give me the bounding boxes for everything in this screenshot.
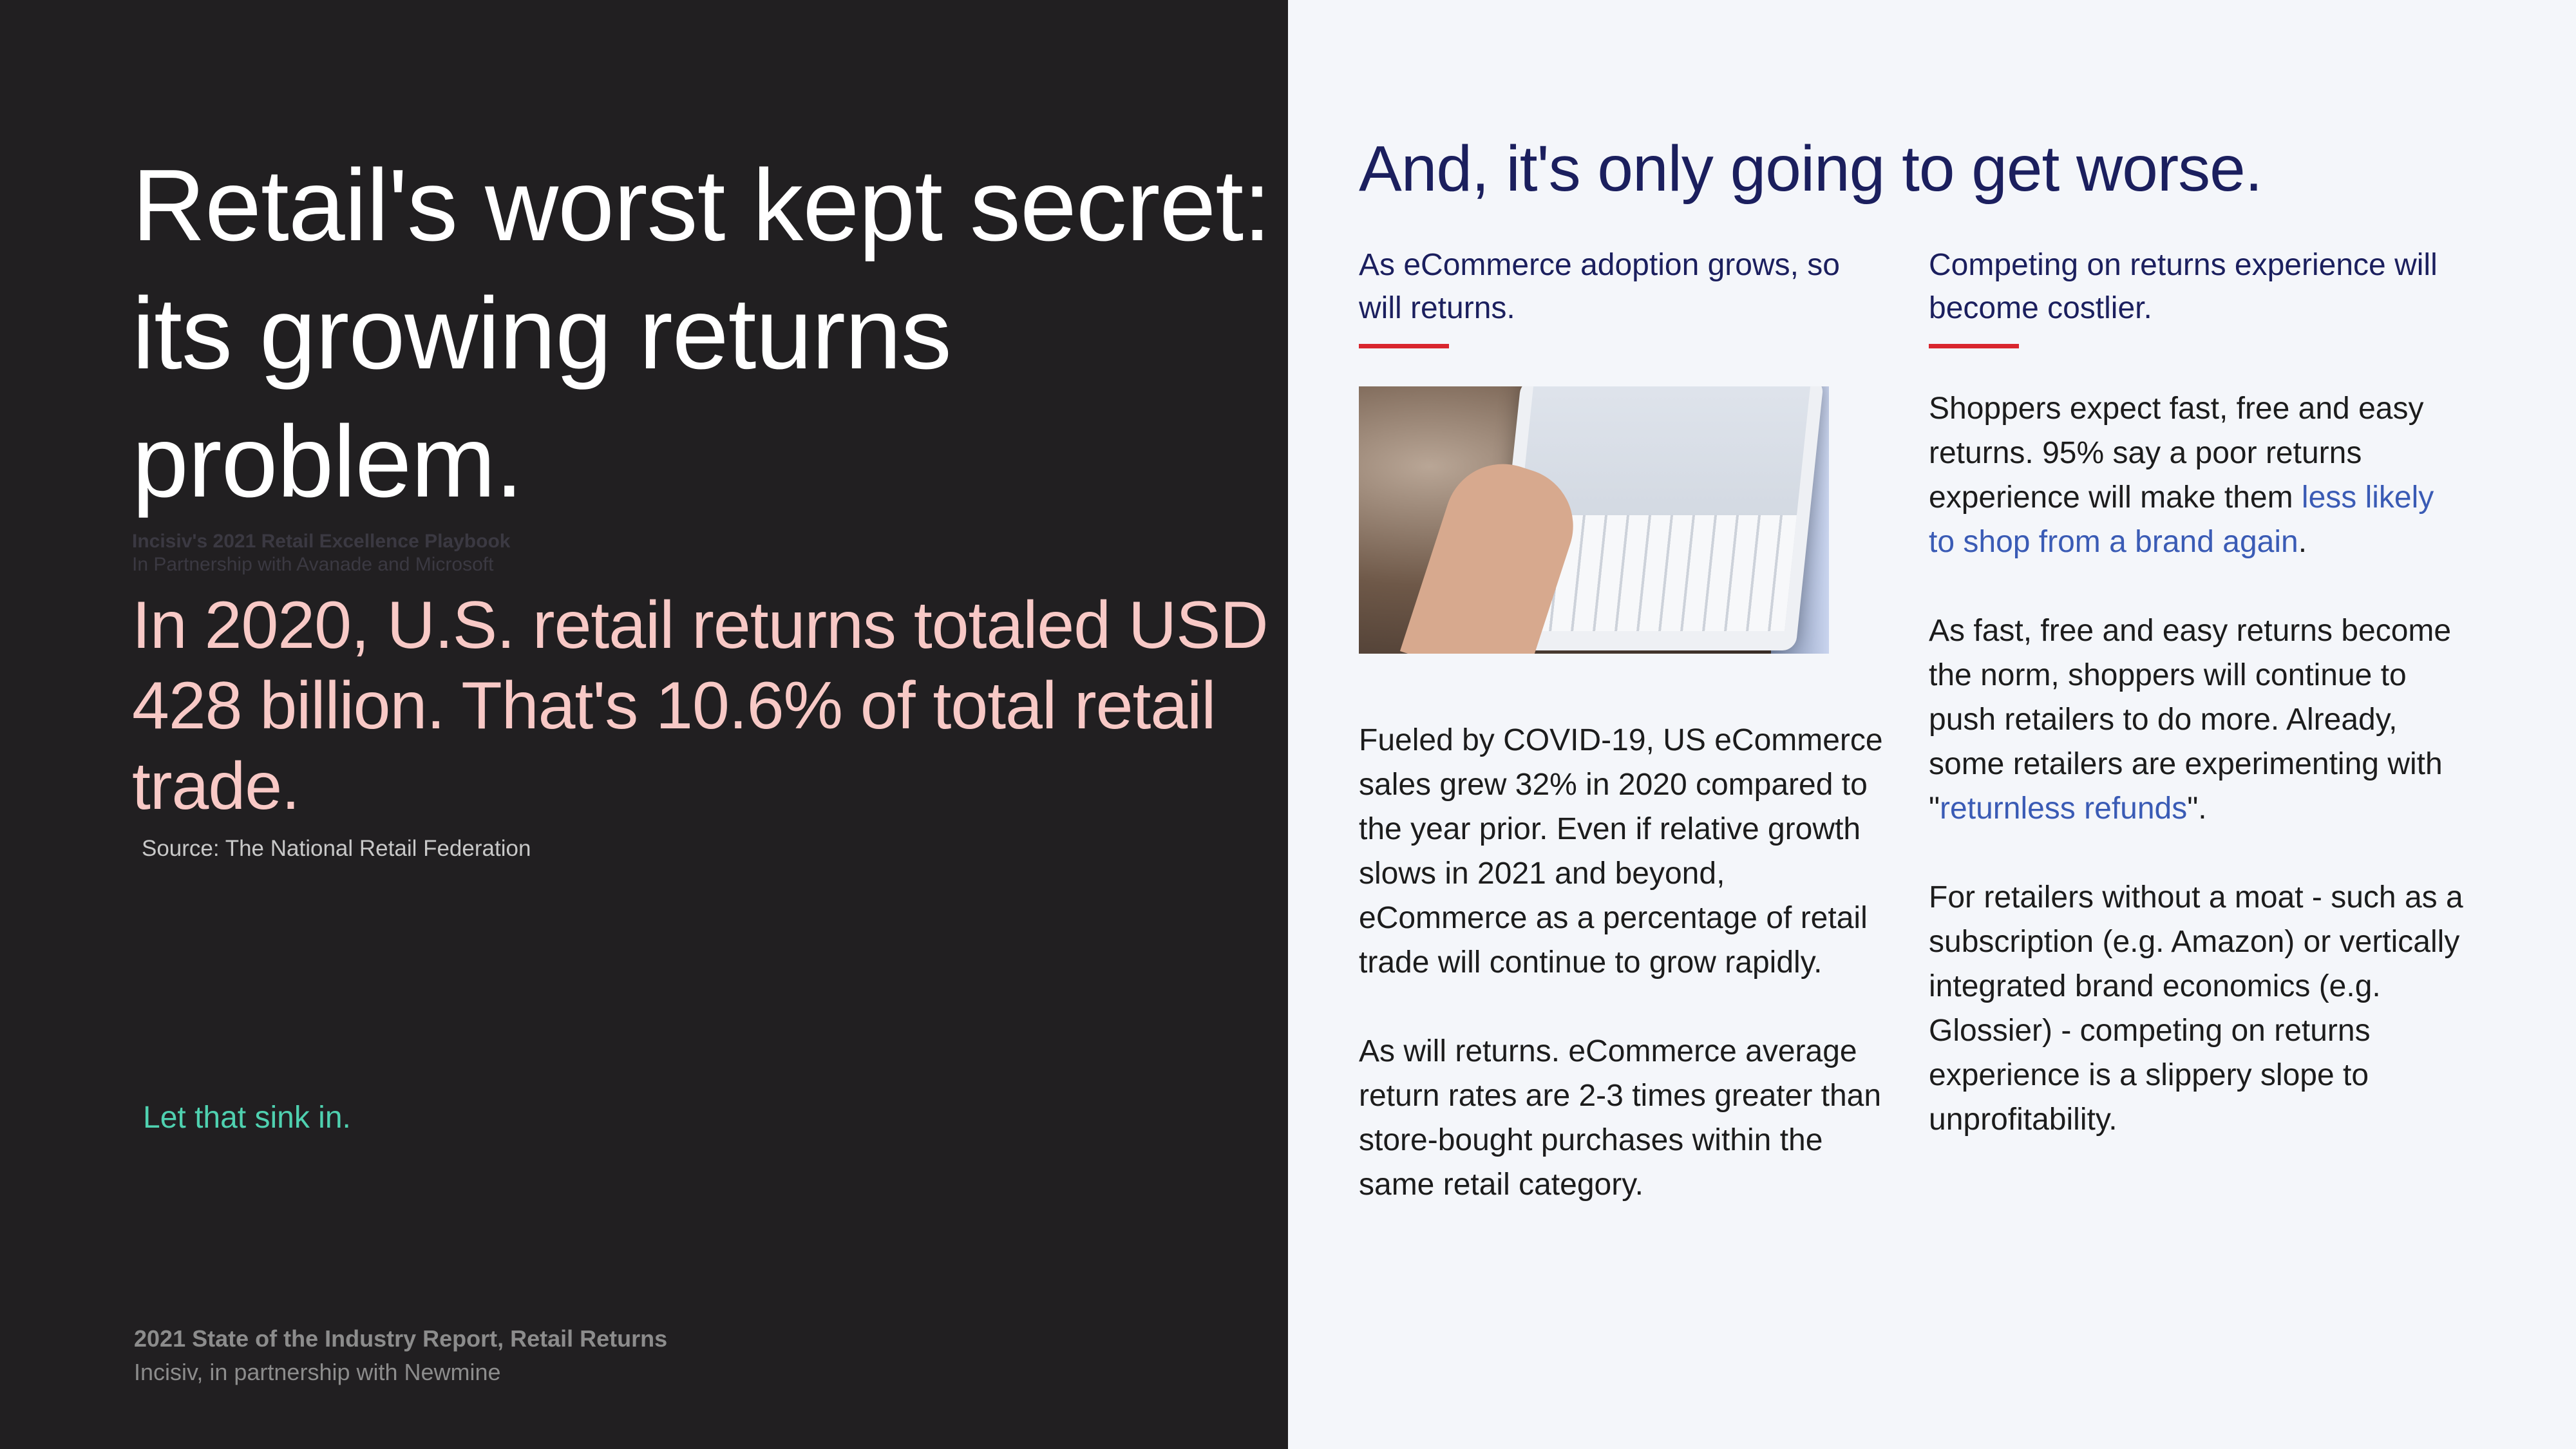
paragraph: As will returns. eCommerce average retur… [1359,1034,1882,1202]
red-divider [1359,344,1449,348]
red-divider [1929,344,2019,348]
left-content: Retail's worst kept secret: its growing … [132,142,1278,863]
column-1: As eCommerce adoption grows, so will ret… [1359,243,1868,348]
column-1-subhead: As eCommerce adoption grows, so will ret… [1359,248,1840,325]
footer-subtitle: Incisiv, in partnership with Newmine [134,1359,501,1385]
callout: Let that sink in. [143,1101,351,1135]
ghost-subtitle: In Partnership with Avanade and Microsof… [132,554,494,575]
returnless-refunds-link[interactable]: returnless refunds [1940,791,2188,826]
key-stat: In 2020, U.S. retail returns totaled USD… [132,588,1269,824]
right-panel: And, it's only going to get worse. As eC… [1288,0,2576,1449]
ghost-text: Incisiv's 2021 Retail Excellence Playboo… [132,530,510,576]
paragraph: For retailers without a moat - such as a… [1929,880,2463,1137]
tablet-photo [1359,386,1829,654]
paragraph: Shoppers expect fast, free and easy retu… [1929,392,2434,559]
ghost-title: Incisiv's 2021 Retail Excellence Playboo… [132,531,511,552]
column-2: Competing on returns experience will bec… [1929,243,2470,348]
less-likely-link[interactable]: less likely to shop from a brand again [1929,480,2434,559]
column-1-body: Fueled by COVID-19, US eCommerce sales g… [1359,718,1893,1251]
footer-title: 2021 State of the Industry Report, Retai… [134,1325,668,1352]
column-2-body: Shoppers expect fast, free and easy retu… [1929,386,2463,1186]
source-note: Source: The National Retail Federation [142,836,531,861]
column-2-subhead: Competing on returns experience will bec… [1929,248,2438,325]
left-panel: Retail's worst kept secret: its growing … [0,0,1288,1449]
page-title: Retail's worst kept secret: its growing … [132,149,1271,518]
paragraph: As fast, free and easy returns become th… [1929,614,2452,826]
paragraph: Fueled by COVID-19, US eCommerce sales g… [1359,723,1883,980]
section-heading: And, it's only going to get worse. [1359,133,2263,205]
